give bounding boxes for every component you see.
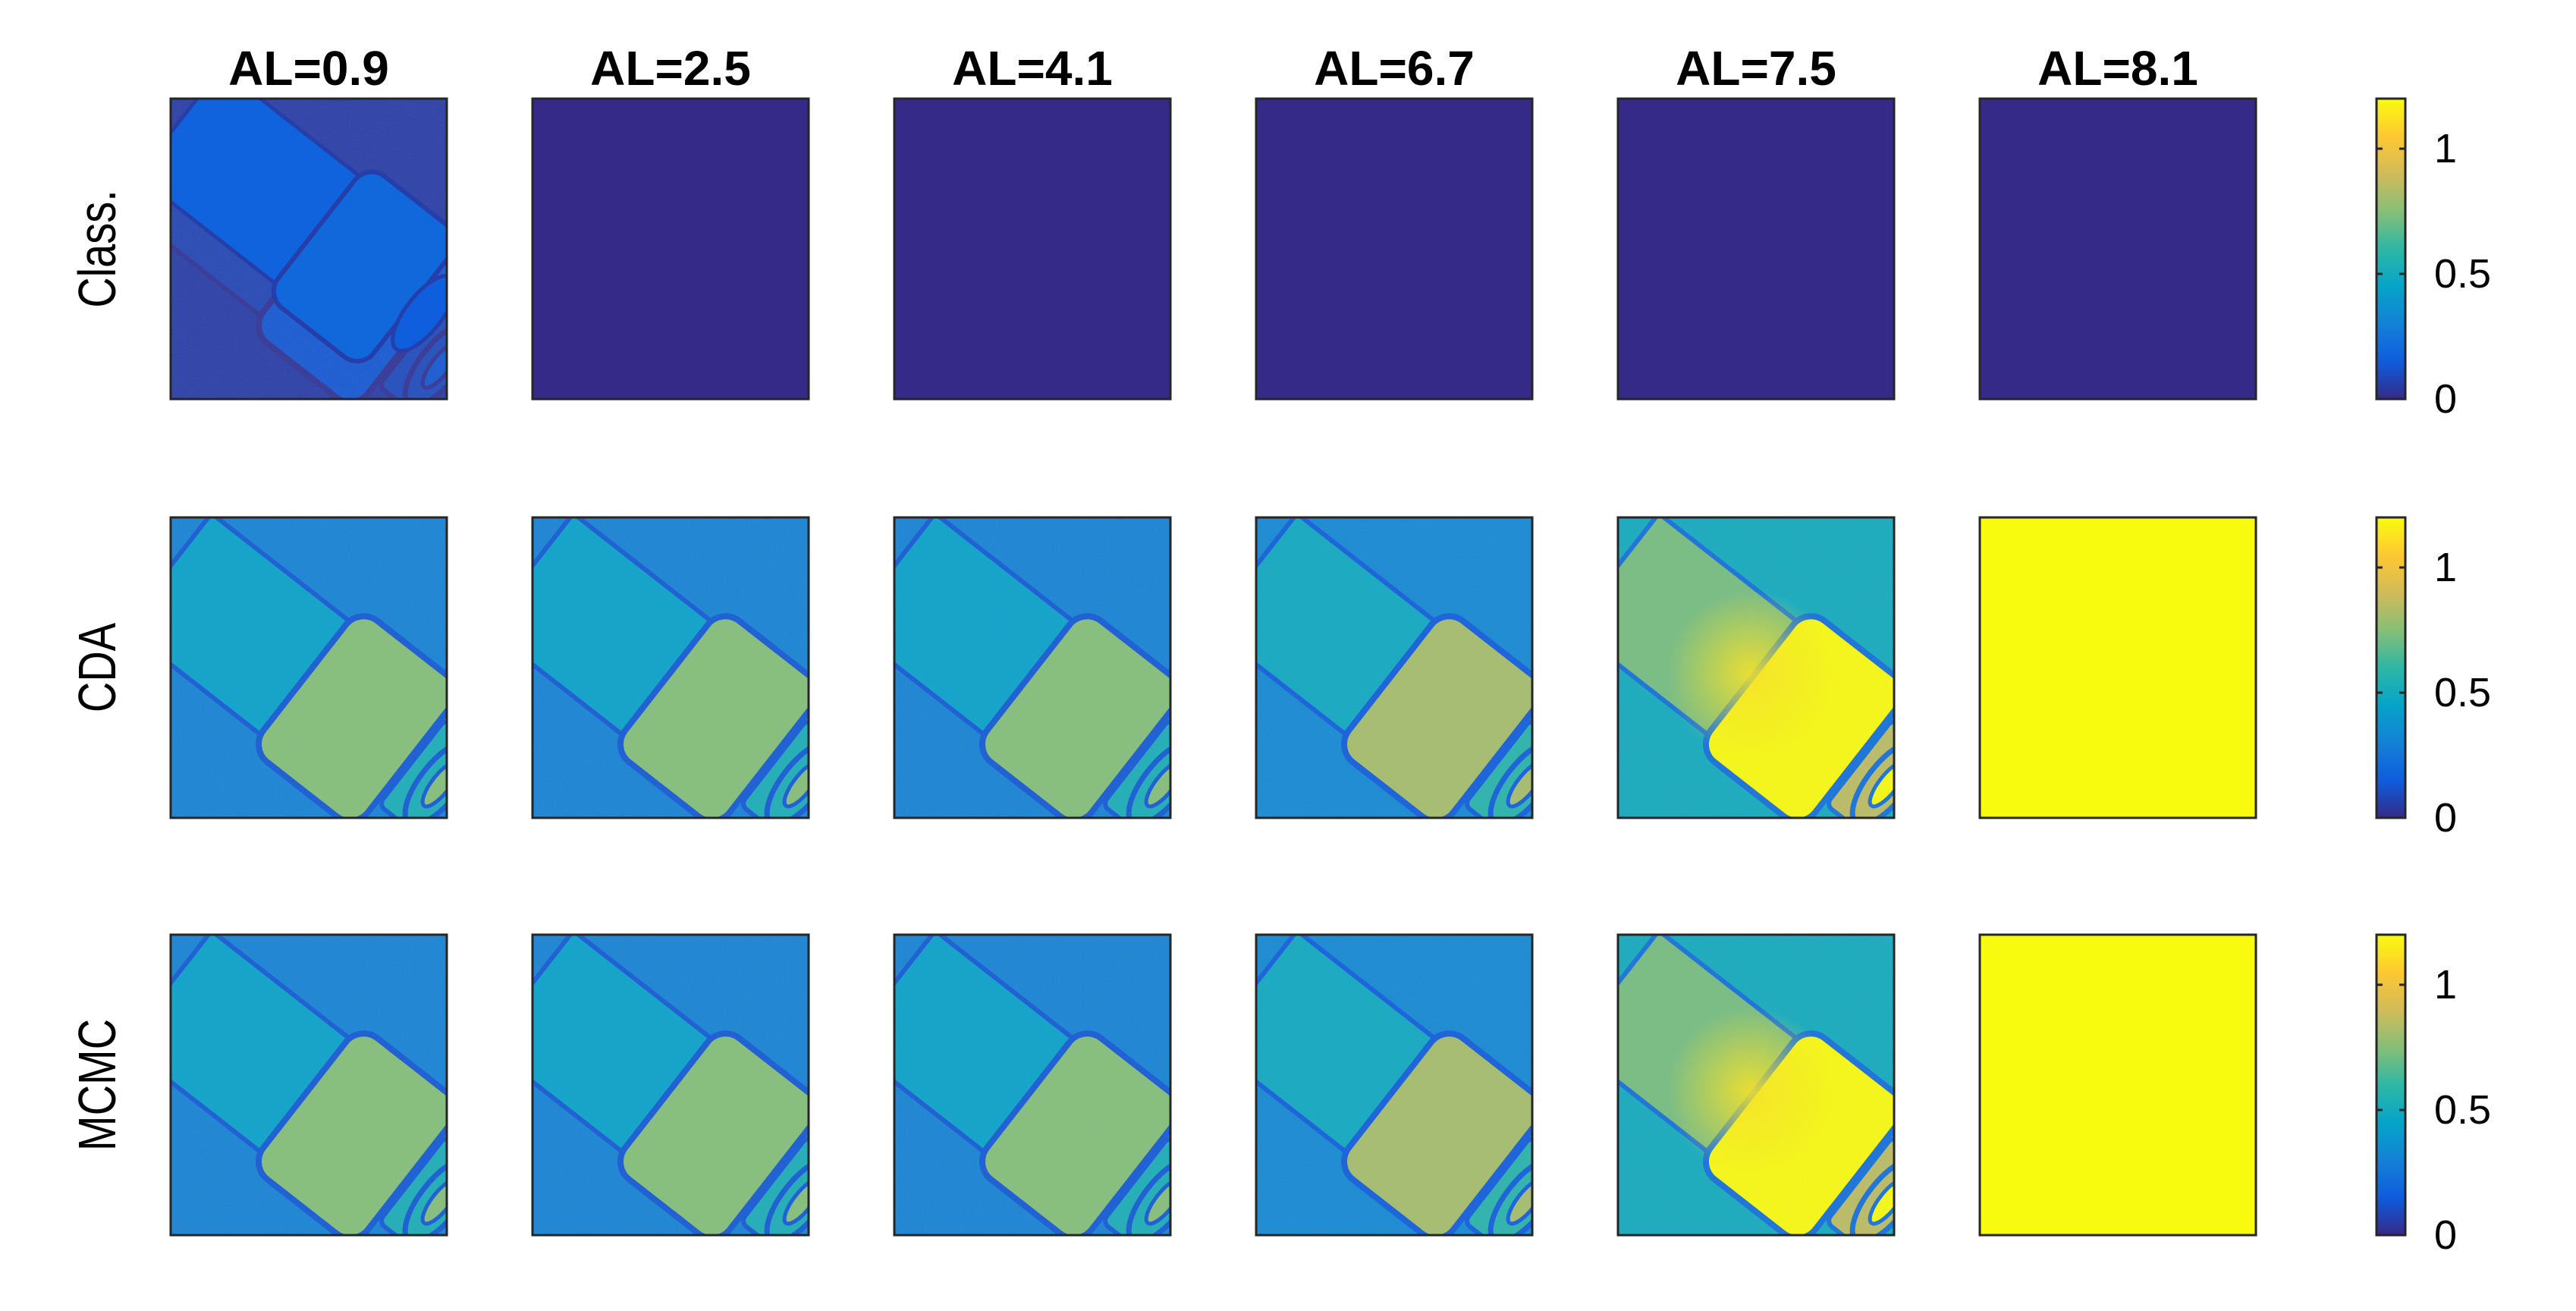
colorbar-tick-label: 1	[2434, 962, 2457, 1008]
image-panel-r2-c3	[893, 516, 1172, 819]
colorbar-tick-label: 1	[2434, 545, 2457, 590]
image-panel-r1-c1	[169, 97, 448, 401]
column-title-6: AL=8.1	[2037, 41, 2198, 96]
image-panel-r2-c5	[1616, 516, 1896, 819]
colorbar-tick-label: 0.5	[2434, 1087, 2491, 1133]
colorbar-tick-label: 0.5	[2434, 251, 2491, 297]
image-panel-r1-c3	[893, 97, 1172, 401]
image-panel-r3-c5	[1616, 933, 1896, 1237]
image-panel-r2-c1	[169, 516, 448, 819]
column-title-1: AL=0.9	[228, 41, 389, 96]
image-panel-r3-c1	[169, 933, 448, 1237]
colorbar-tick-label: 1	[2434, 126, 2457, 171]
column-title-2: AL=2.5	[590, 41, 751, 96]
row-label-cda: CDA	[68, 622, 127, 712]
colorbar-row-1: 00.51	[2375, 97, 2491, 422]
row-label-mcmc: MCMC	[68, 1019, 127, 1151]
image-panel-r1-c4	[1255, 97, 1534, 401]
column-title-4: AL=6.7	[1314, 41, 1475, 96]
image-panel-r1-c6	[1978, 97, 2257, 401]
image-panel-r3-c4	[1255, 933, 1534, 1237]
colorbar-tick-label: 0	[2434, 1212, 2457, 1258]
colorbar-row-2: 00.51	[2375, 516, 2491, 841]
colorbar-tick-label: 0	[2434, 795, 2457, 841]
image-panel-r2-c4	[1255, 516, 1534, 819]
column-title-3: AL=4.1	[952, 41, 1113, 96]
image-panel-r3-c2	[531, 933, 810, 1237]
image-panel-r2-c6	[1978, 516, 2257, 819]
colorbar-tick-label: 0	[2434, 376, 2457, 422]
column-title-5: AL=7.5	[1676, 41, 1836, 96]
image-panel-r2-c2	[531, 516, 810, 819]
image-panel-r1-c5	[1616, 97, 1896, 401]
image-panel-r3-c6	[1978, 933, 2257, 1237]
colorbar-tick-label: 0.5	[2434, 670, 2491, 715]
row-label-class: Class.	[68, 190, 127, 308]
image-panel-r1-c2	[531, 97, 810, 401]
colorbar-row-3: 00.51	[2375, 933, 2491, 1258]
image-panel-r3-c3	[893, 933, 1172, 1237]
